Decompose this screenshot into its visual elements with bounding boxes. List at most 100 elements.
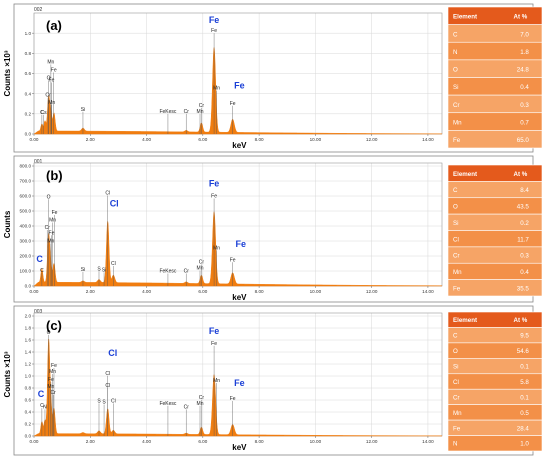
- element-line-label: Cr: [199, 260, 205, 266]
- table-cell-at-percent: 0.3: [520, 253, 529, 260]
- y-tick-label: 1.4: [25, 350, 32, 355]
- table-cell-element: Fe: [453, 285, 461, 292]
- element-line-label: C: [40, 403, 44, 409]
- x-tick-label: 2.00: [86, 289, 95, 294]
- element-line-label: S: [97, 398, 101, 404]
- table-header-element: Element: [453, 171, 477, 178]
- y-tick-label: 0.6: [25, 398, 32, 403]
- element-line-label: O: [47, 194, 51, 200]
- x-tick-label: 0.00: [30, 439, 39, 444]
- table-cell-at-percent: 0.3: [520, 102, 529, 109]
- x-tick-label: 12.00: [366, 137, 378, 142]
- element-callout: Fe: [234, 378, 245, 388]
- panel-id: 001: [34, 159, 43, 165]
- y-tick-label: 1.0: [25, 31, 32, 36]
- table-cell-element: C: [453, 31, 458, 38]
- element-callout: Fe: [209, 178, 220, 188]
- element-line-label: Mn: [213, 86, 220, 92]
- element-callout: C: [38, 389, 45, 399]
- element-line-label: Fe: [230, 396, 236, 402]
- spectrum-trace: [33, 211, 443, 287]
- x-tick-label: 4.00: [142, 289, 151, 294]
- y-axis-title: Counts ×10³: [3, 351, 12, 397]
- element-line-label: C: [40, 110, 44, 116]
- y-tick-label: 400.0: [20, 224, 32, 229]
- element-line-label: N: [43, 404, 47, 410]
- x-tick-label: 4.00: [142, 439, 151, 444]
- element-line-label: Mn: [47, 384, 54, 390]
- y-axis-title: Counts: [3, 210, 12, 238]
- table-cell-at-percent: 43.5: [517, 204, 530, 211]
- table-cell-element: Mn: [453, 410, 462, 417]
- element-line-label: Cs: [41, 110, 48, 116]
- table-cell-element: Fe: [453, 137, 461, 144]
- table-cell-at-percent: 35.5: [517, 285, 530, 292]
- x-tick-label: 6.00: [198, 439, 207, 444]
- panel-id: 003: [34, 309, 43, 315]
- element-line-label: FeKesc: [159, 269, 176, 275]
- spectrum-trace: [33, 47, 443, 135]
- table-cell-element: O: [453, 67, 458, 74]
- element-line-label: Fe: [211, 28, 217, 34]
- table-cell-element: C: [453, 187, 458, 194]
- y-tick-label: 0.2: [25, 111, 32, 116]
- spectrum-trace: [33, 338, 443, 437]
- element-line-label: Cl: [111, 261, 116, 267]
- y-tick-label: 500.0: [20, 209, 32, 214]
- element-line-label: C: [40, 268, 44, 274]
- element-line-label: Cl: [111, 398, 116, 404]
- x-tick-label: 14.00: [422, 289, 434, 294]
- table-cell-element: Mn: [453, 119, 462, 126]
- element-line-label: Mn: [49, 369, 56, 375]
- y-tick-label: 0.0: [25, 284, 32, 289]
- element-callout: Fe: [209, 15, 220, 25]
- x-axis-title: keV: [232, 293, 247, 302]
- composition-table: Element At % C 8.4 O 43.5 Si 0.2 Cl 11.7 Cr 0.3 Mn 0.…: [447, 164, 543, 297]
- element-callout: C: [36, 254, 43, 264]
- x-tick-label: 6.00: [198, 137, 207, 142]
- element-line-label: Fe: [49, 78, 55, 84]
- element-callout: Fe: [234, 81, 245, 91]
- table-cell-at-percent: 1.0: [520, 441, 529, 448]
- element-line-label: Cr: [45, 93, 51, 99]
- table-cell-element: Cl: [453, 379, 459, 386]
- table-cell-at-percent: 0.1: [520, 364, 529, 371]
- x-axis-title: keV: [232, 443, 247, 452]
- table-cell-at-percent: 0.7: [520, 119, 529, 126]
- element-line-label: Mn: [213, 378, 220, 384]
- table-cell-at-percent: 65.0: [517, 137, 530, 144]
- element-line-label: Fe: [230, 257, 236, 263]
- y-tick-label: 200.0: [20, 254, 32, 259]
- element-line-label: Cl: [105, 191, 110, 197]
- element-line-label: Mn: [197, 401, 204, 407]
- panel-id: 002: [34, 7, 43, 13]
- table-cell-element: Si: [453, 364, 459, 371]
- table-row: [447, 279, 543, 297]
- element-line-label: Mn: [47, 239, 54, 245]
- x-axis-title: keV: [232, 141, 247, 150]
- table-cell-at-percent: 0.1: [520, 394, 529, 401]
- element-line-label: Cr: [50, 390, 56, 396]
- table-header-element: Element: [453, 317, 477, 324]
- table-header-at-percent: At %: [514, 317, 528, 324]
- panel-label: (a): [46, 18, 62, 33]
- element-line-label: Mn: [47, 59, 54, 65]
- y-tick-label: 0.4: [25, 410, 32, 415]
- table-cell-at-percent: 5.8: [520, 379, 529, 386]
- table-cell-at-percent: 0.4: [520, 84, 529, 91]
- element-line-label: Cl: [105, 371, 110, 377]
- panel-frame: [13, 305, 534, 456]
- table-cell-element: O: [453, 348, 458, 355]
- panel-label: (c): [46, 318, 62, 333]
- x-tick-label: 6.00: [198, 289, 207, 294]
- table-cell-element: Mn: [453, 269, 462, 276]
- y-tick-label: 700.0: [20, 179, 32, 184]
- table-header-at-percent: At %: [514, 171, 528, 178]
- table-cell-element: Cl: [453, 236, 459, 243]
- element-line-label: Si: [81, 107, 85, 113]
- element-line-label: Mn: [49, 218, 56, 224]
- x-tick-label: 8.00: [255, 289, 264, 294]
- table-cell-at-percent: 7.0: [520, 31, 529, 38]
- element-line-label: Si: [102, 267, 106, 273]
